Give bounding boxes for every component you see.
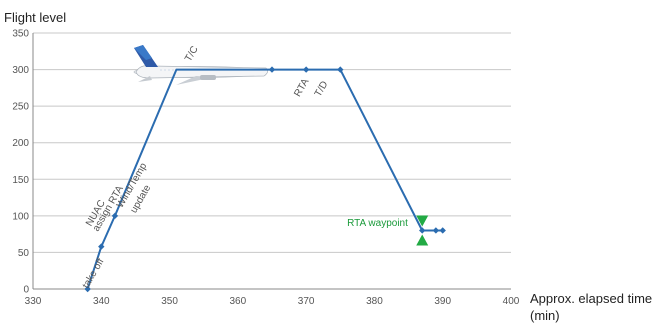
- data-point: [111, 212, 119, 220]
- y-tick-label: 350: [12, 29, 29, 40]
- y-axis-title: Flight level: [4, 10, 66, 25]
- y-tick-label: 100: [12, 211, 29, 222]
- airplane-icon: [133, 45, 268, 85]
- data-point: [84, 285, 91, 293]
- y-tick-label: 150: [12, 175, 29, 186]
- y-tick-label: 0: [23, 285, 29, 296]
- x-tick-label: 400: [503, 296, 520, 307]
- x-tick-labels: 330 340 350 360 370 380 390 400: [25, 296, 520, 307]
- x-tick-label: 330: [25, 296, 42, 307]
- data-point: [268, 66, 276, 73]
- data-point: [419, 227, 426, 234]
- annotation-label: take off: [81, 257, 107, 291]
- x-tick-label: 370: [298, 296, 315, 307]
- series-markers: [84, 66, 446, 293]
- waypoint-top-triangle: [416, 215, 429, 227]
- x-tick-label: 340: [93, 296, 110, 307]
- x-axis-title-unit: (min): [530, 308, 560, 323]
- y-tick-label: 300: [12, 65, 29, 76]
- data-point: [439, 227, 446, 234]
- waypoint-marker: [416, 215, 429, 246]
- annotation-label: RTA: [292, 77, 311, 99]
- y-tick-label: 250: [12, 102, 29, 113]
- annotation-label: T/D: [313, 79, 331, 98]
- data-point: [98, 243, 105, 250]
- y-tick-label: 200: [12, 138, 29, 149]
- annotation-label: T/C: [183, 44, 201, 63]
- x-tick-label: 390: [434, 296, 451, 307]
- data-point: [432, 227, 440, 234]
- data-point: [302, 66, 310, 73]
- y-tick-labels: 0 50 100 150 200 250 300 350: [12, 29, 29, 296]
- x-tick-label: 360: [230, 296, 247, 307]
- x-tick-label: 380: [366, 296, 383, 307]
- x-tick-label: 350: [161, 296, 178, 307]
- y-tick-label: 50: [18, 248, 30, 259]
- x-axis-title: Approx. elapsed time: [530, 291, 652, 306]
- data-point: [337, 66, 344, 73]
- annotation-label: RTA waypoint: [347, 218, 408, 229]
- waypoint-bottom-triangle: [416, 234, 429, 246]
